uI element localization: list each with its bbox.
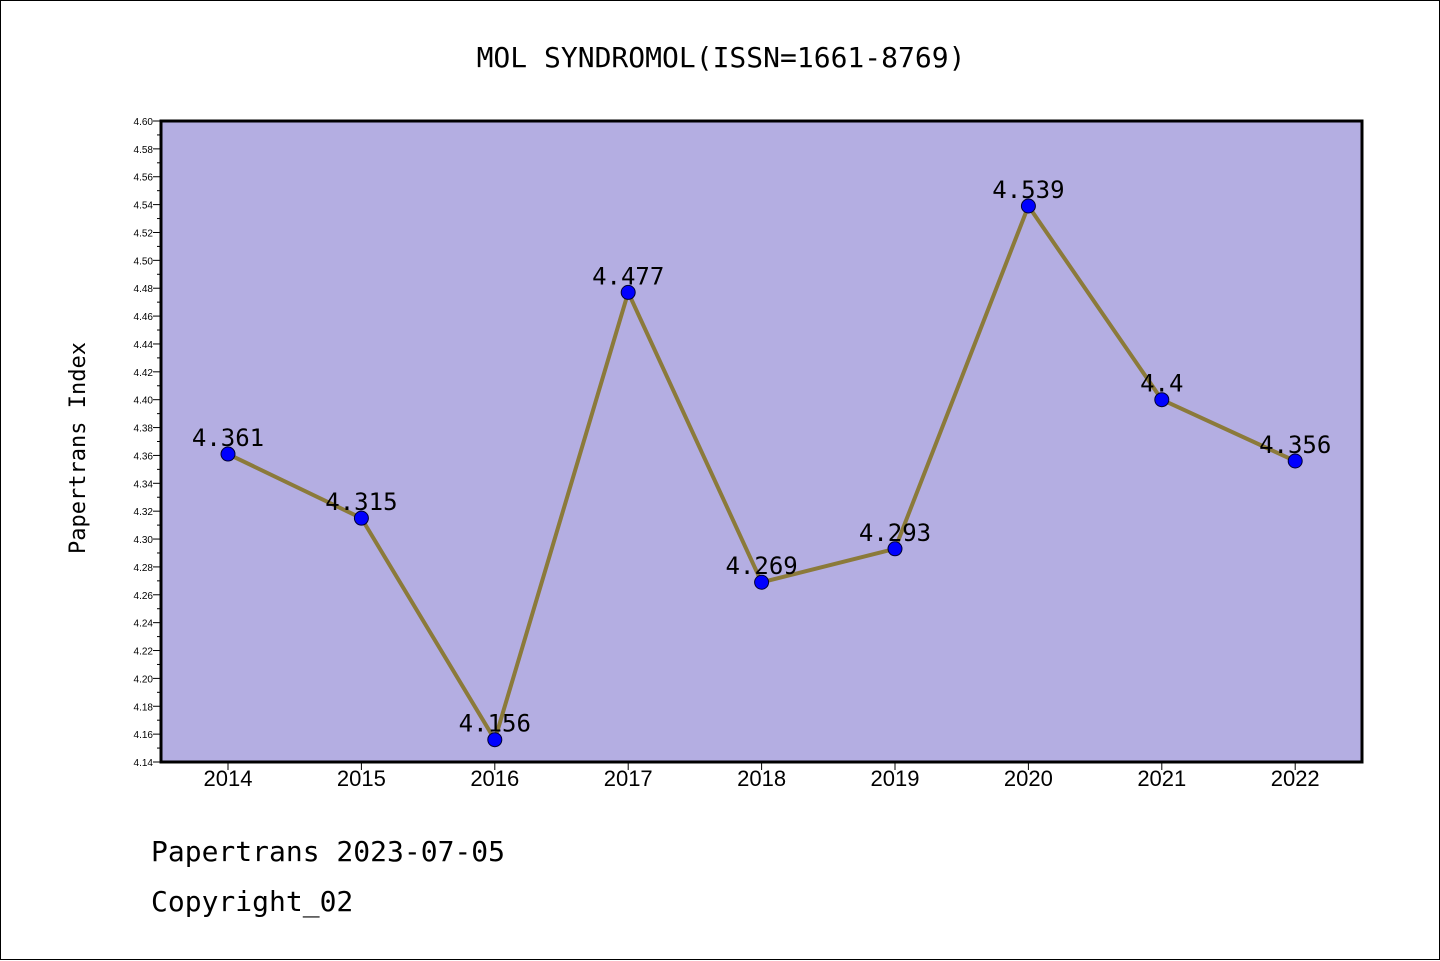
y-tick-label: 4.18 <box>134 702 154 713</box>
y-tick-label: 4.50 <box>134 256 154 267</box>
y-tick-label: 4.14 <box>134 758 154 769</box>
data-label: 4.293 <box>859 519 931 547</box>
y-tick-label: 4.22 <box>134 647 154 658</box>
data-point <box>220 446 236 462</box>
x-tick-label: 2019 <box>871 766 920 791</box>
data-label: 4.539 <box>992 176 1064 204</box>
y-tick-label: 4.36 <box>134 451 154 462</box>
data-point <box>887 541 903 557</box>
data-point <box>1020 198 1036 214</box>
y-tick-label: 4.58 <box>134 145 154 156</box>
x-tick-label: 2020 <box>1004 766 1053 791</box>
y-tick-label: 4.54 <box>134 201 154 212</box>
data-label: 4.477 <box>592 262 664 290</box>
chart-title: MOL SYNDROMOL(ISSN=1661-8769) <box>477 41 966 74</box>
y-tick-label: 4.46 <box>134 312 154 323</box>
x-tick-label: 2015 <box>337 766 386 791</box>
y-tick-label: 4.60 <box>134 117 154 128</box>
data-point <box>1154 392 1170 408</box>
series-group: 4.361 4.315 4.156 4.477 4.269 4.293 4.539 4.4 4.… <box>192 176 1331 748</box>
data-label: 4.315 <box>325 488 397 516</box>
y-tick-label: 4.26 <box>134 591 154 602</box>
footer-copyright-text: Copyright_02 <box>151 885 354 918</box>
x-tick-label: 2022 <box>1271 766 1320 791</box>
footer-date-text: Papertrans 2023-07-05 <box>151 835 506 868</box>
x-tick-label: 2021 <box>1137 766 1186 791</box>
y-tick-label: 4.56 <box>134 173 154 184</box>
y-tick-label: 4.30 <box>134 535 154 546</box>
y-tick-label: 4.44 <box>134 340 154 351</box>
x-tick-label: 2017 <box>604 766 653 791</box>
x-tick-label: 2014 <box>204 766 253 791</box>
y-tick-label: 4.20 <box>134 674 154 685</box>
data-point <box>353 510 369 526</box>
y-tick-label: 4.40 <box>134 396 154 407</box>
y-tick-label: 4.34 <box>134 479 154 490</box>
y-axis-label: Papertrans Index <box>66 342 91 554</box>
data-point <box>620 284 636 300</box>
y-tick-label: 4.32 <box>134 507 154 518</box>
data-label: 4.269 <box>725 552 797 580</box>
data-point <box>487 732 503 748</box>
y-axis-ticks: 4.14 4.16 4.18 4.20 4.22 4.24 4.26 4.28 4.30 4.32… <box>134 117 161 769</box>
x-tick-label: 2018 <box>737 766 786 791</box>
y-tick-label: 4.28 <box>134 563 154 574</box>
data-label: 4.356 <box>1259 431 1331 459</box>
data-label: 4.156 <box>459 710 531 738</box>
y-tick-label: 4.16 <box>134 730 154 741</box>
y-tick-label: 4.52 <box>134 228 154 239</box>
y-tick-label: 4.42 <box>134 368 154 379</box>
y-tick-label: 4.24 <box>134 619 154 630</box>
plot-border <box>159 119 1364 764</box>
y-tick-label: 4.38 <box>134 424 154 435</box>
x-axis-ticks: 2014 2015 2016 2017 2018 2019 2020 2021 2022 <box>204 762 1320 791</box>
plot-area <box>161 121 1362 762</box>
data-label: 4.361 <box>192 424 264 452</box>
data-label: 4.4 <box>1140 370 1183 398</box>
data-point <box>1287 453 1303 469</box>
data-point <box>754 574 770 590</box>
y-tick-label: 4.48 <box>134 284 154 295</box>
x-tick-label: 2016 <box>470 766 519 791</box>
